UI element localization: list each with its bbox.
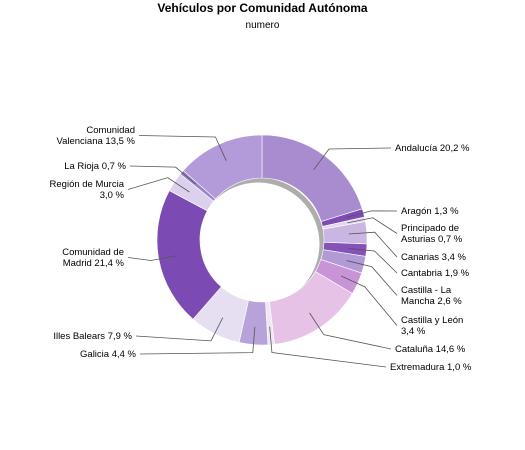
chart-subtitle: numero (245, 20, 280, 31)
leader-comunidad-valenciana (138, 135, 227, 161)
label-canarias: Canarias 3,4 % (401, 252, 467, 263)
label-galicia: Galicia 4,4 % (80, 349, 137, 360)
label-castilla-y-leon: Castilla y León 3,4 % (401, 315, 463, 337)
leader-galicia (139, 326, 256, 355)
label-region-de-murcia: Región de Murcia 3,0 % (50, 179, 125, 201)
label-illes-balears: Illes Balears 7,9 % (53, 331, 132, 342)
leader-illes-balears (135, 317, 224, 342)
leader-extremadura (269, 326, 387, 368)
label-principado-de-asturias: Principado de Asturias 0,7 % (401, 223, 463, 245)
label-cantabria: Cantabria 1,9 % (401, 268, 470, 279)
leader-principado-de-asturias (347, 217, 398, 234)
slice-labels: Andalucía 20,2 % Aragón 1,3 % Principado d… (50, 125, 472, 373)
leader-comunidad-de-madrid (127, 255, 177, 261)
label-cataluna: Cataluña 14,6 % (395, 344, 466, 355)
label-la-rioja: La Rioja 0,7 % (64, 161, 126, 172)
leader-cantabria (348, 248, 398, 274)
label-comunidad-de-madrid: Comunidad de Madrid 21,4 % (62, 247, 124, 269)
leader-lines (127, 135, 398, 368)
slice-comunidad-valenciana (182, 134, 263, 200)
label-andalucia: Andalucía 20,2 % (395, 143, 470, 154)
leader-andalucia (313, 147, 392, 171)
leader-castilla-y-leon (341, 275, 398, 326)
leader-region-de-murcia (127, 177, 190, 193)
leader-canarias (348, 231, 398, 258)
label-aragon: Aragón 1,3 % (401, 206, 459, 217)
chart-title: Vehículos por Comunidad Autónoma (157, 1, 368, 15)
leader-castilla-la-mancha (346, 260, 398, 296)
leader-aragon (345, 210, 398, 218)
leader-cataluna (309, 312, 392, 350)
label-castilla-la-mancha: Castilla - La Mancha 2,6 % (401, 285, 462, 307)
label-comunidad-valenciana: Comunidad Valenciana 13,5 % (56, 125, 135, 147)
leader-la-rioja (129, 165, 196, 185)
label-extremadura: Extremadura 1,0 % (390, 362, 472, 373)
donut-slices (156, 134, 368, 346)
